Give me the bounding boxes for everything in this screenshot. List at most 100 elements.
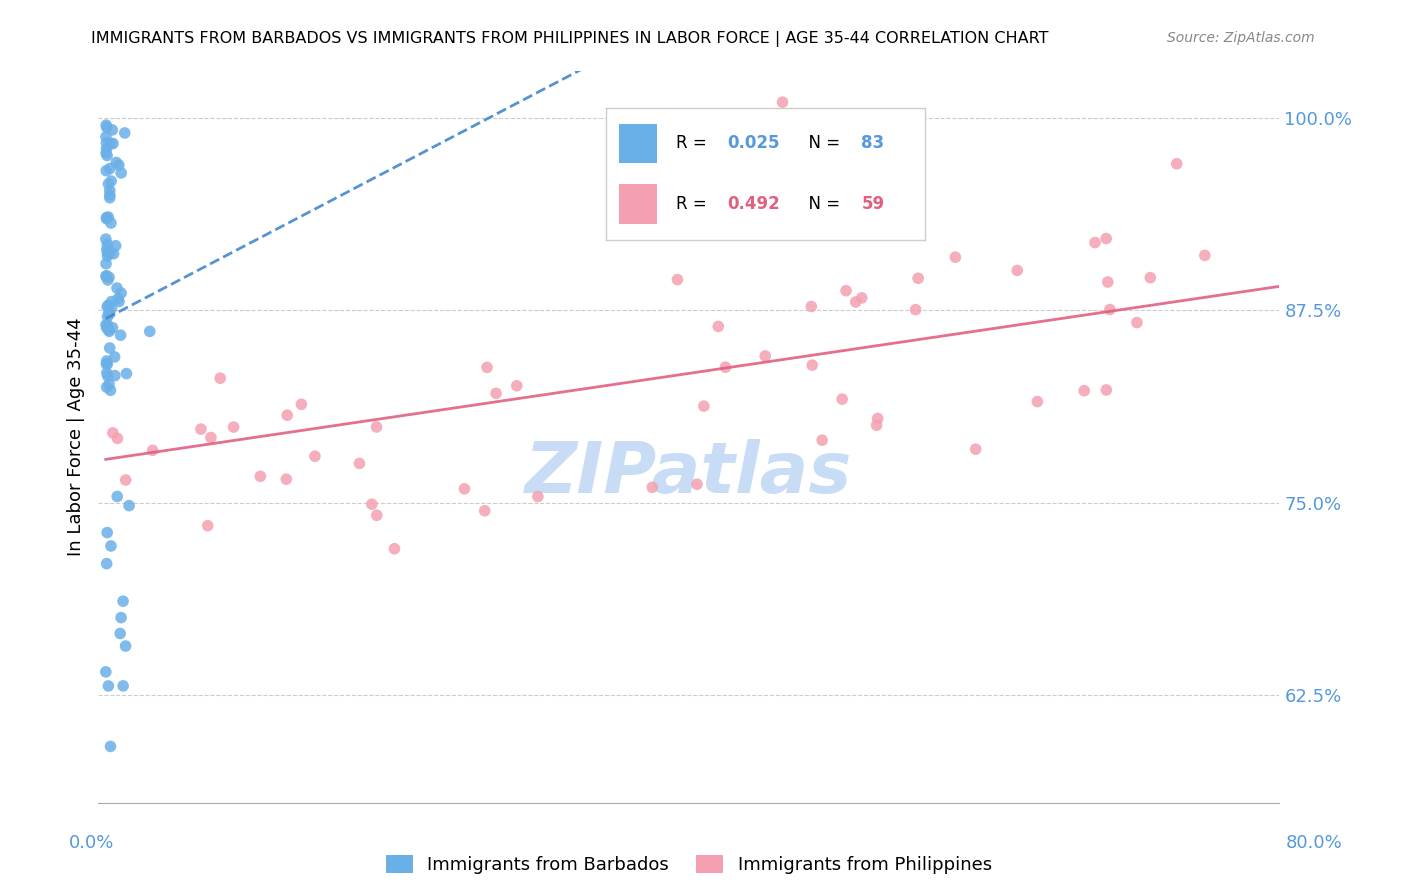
Immigrants from Barbados [104,350,127,364]
Immigrants from Barbados [100,539,122,553]
Immigrants from Philippines [527,490,550,504]
Immigrants from Philippines [851,291,873,305]
Immigrants from Barbados [97,298,120,312]
Immigrants from Philippines [907,271,929,285]
Immigrants from Philippines [1007,263,1029,277]
Immigrants from Philippines [754,349,776,363]
Text: 80.0%: 80.0% [1286,834,1343,852]
Immigrants from Philippines [222,420,245,434]
Immigrants from Barbados [105,490,128,504]
Text: IMMIGRANTS FROM BARBADOS VS IMMIGRANTS FROM PHILIPPINES IN LABOR FORCE | AGE 35-: IMMIGRANTS FROM BARBADOS VS IMMIGRANTS F… [91,31,1049,47]
Immigrants from Philippines [693,399,716,413]
Immigrants from Philippines [200,430,222,444]
Immigrants from Philippines [800,300,823,314]
Immigrants from Barbados [96,318,118,332]
Immigrants from Philippines [366,420,388,434]
Immigrants from Barbados [94,130,117,145]
Immigrants from Barbados [110,286,132,301]
Immigrants from Barbados [96,321,118,335]
Immigrants from Philippines [1194,248,1216,262]
Immigrants from Barbados [105,155,128,169]
Immigrants from Philippines [142,443,165,458]
Immigrants from Barbados [98,324,121,338]
Immigrants from Philippines [1095,231,1118,245]
Immigrants from Philippines [811,434,834,448]
Text: ZIPatlas: ZIPatlas [526,439,852,508]
Immigrants from Barbados [115,367,138,381]
Immigrants from Barbados [96,268,118,283]
Immigrants from Barbados [101,123,124,137]
Immigrants from Philippines [304,449,326,463]
Immigrants from Barbados [101,136,124,151]
Immigrants from Barbados [96,366,118,380]
Immigrants from Barbados [96,310,118,324]
Immigrants from Barbados [96,525,118,540]
Immigrants from Barbados [103,246,125,260]
Immigrants from Barbados [98,161,121,176]
Immigrants from Barbados [94,318,117,332]
Immigrants from Barbados [108,626,131,640]
Immigrants from Barbados [110,166,132,180]
Immigrants from Barbados [96,242,118,256]
Immigrants from Barbados [110,610,132,624]
Immigrants from Barbados [97,273,120,287]
Immigrants from Barbados [110,328,132,343]
Immigrants from Philippines [666,272,689,286]
Immigrants from Philippines [475,360,498,375]
Immigrants from Philippines [107,431,129,445]
Text: Source: ZipAtlas.com: Source: ZipAtlas.com [1167,31,1315,45]
Immigrants from Barbados [94,665,117,679]
Immigrants from Barbados [104,368,127,383]
Immigrants from Philippines [101,425,124,440]
Immigrants from Barbados [100,739,122,754]
Immigrants from Philippines [904,302,927,317]
Immigrants from Barbados [96,148,118,162]
Legend: Immigrants from Barbados, Immigrants from Philippines: Immigrants from Barbados, Immigrants fro… [378,847,1000,881]
Immigrants from Barbados [114,126,136,140]
Immigrants from Barbados [97,177,120,191]
Immigrants from Philippines [866,411,889,425]
Immigrants from Philippines [290,397,312,411]
Immigrants from Barbados [98,244,121,259]
Immigrants from Barbados [100,136,122,151]
Immigrants from Philippines [865,418,887,433]
Immigrants from Barbados [112,679,135,693]
Immigrants from Barbados [94,146,117,161]
Immigrants from Barbados [107,292,129,306]
Immigrants from Philippines [801,358,824,372]
Immigrants from Philippines [845,295,868,310]
Immigrants from Barbados [139,324,162,338]
Immigrants from Barbados [96,300,118,314]
Immigrants from Barbados [96,557,118,571]
Immigrants from Barbados [96,141,118,155]
Immigrants from Philippines [349,457,371,471]
Immigrants from Philippines [190,422,212,436]
Immigrants from Philippines [1166,157,1188,171]
Immigrants from Barbados [96,136,118,150]
Immigrants from Barbados [98,191,121,205]
Immigrants from Philippines [1084,235,1107,250]
Immigrants from Barbados [114,639,136,653]
Immigrants from Barbados [108,294,131,309]
Immigrants from Philippines [1098,302,1121,317]
Immigrants from Philippines [714,360,737,375]
Immigrants from Barbados [97,306,120,320]
Immigrants from Barbados [96,249,118,263]
Immigrants from Philippines [965,442,987,457]
Immigrants from Philippines [641,480,664,494]
Immigrants from Philippines [707,319,730,334]
Immigrants from Barbados [100,294,122,309]
Immigrants from Philippines [485,386,508,401]
Immigrants from Philippines [249,469,271,483]
Immigrants from Philippines [831,392,853,406]
Immigrants from Barbados [108,158,131,172]
Immigrants from Barbados [105,281,128,295]
Immigrants from Barbados [104,238,127,252]
Immigrants from Barbados [100,301,122,316]
Immigrants from Philippines [1139,270,1161,285]
Immigrants from Philippines [384,541,406,556]
Immigrants from Philippines [366,508,388,523]
Immigrants from Philippines [835,284,858,298]
Immigrants from Barbados [98,270,121,285]
Immigrants from Barbados [118,499,141,513]
